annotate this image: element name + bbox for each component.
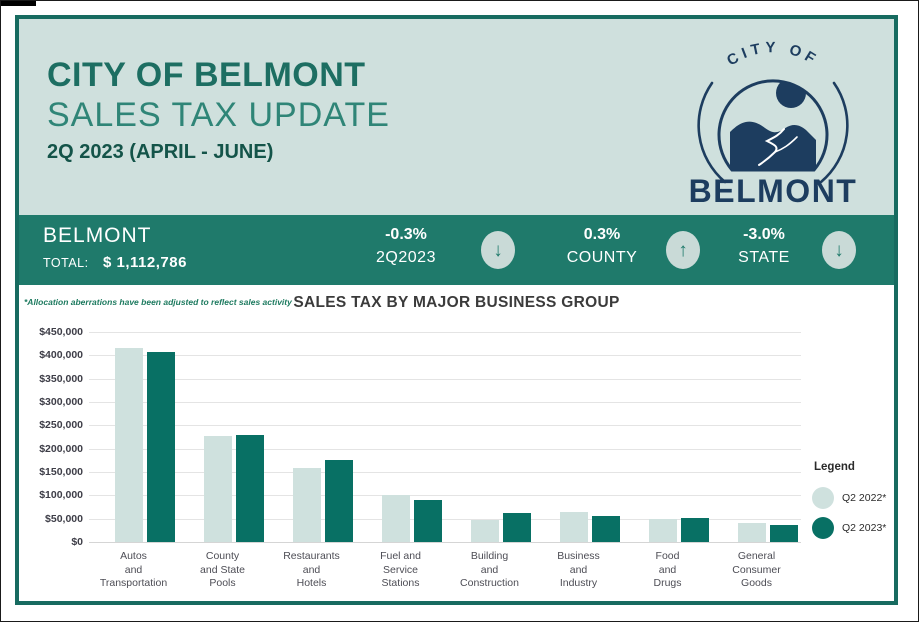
bar-q2-2023 — [681, 517, 709, 542]
gridline — [89, 402, 801, 403]
metric-value: 0.3% — [583, 226, 621, 243]
bar-q2-2022 — [471, 519, 499, 542]
bar-q2-2022 — [204, 435, 232, 542]
gridline — [89, 542, 801, 543]
gridline — [89, 425, 801, 427]
header-titles: CITY OF BELMONT SALES TAX UPDATE 2Q 2023… — [47, 55, 390, 167]
bar-q2-2022 — [738, 523, 766, 542]
bar-q2-2022 — [115, 348, 143, 542]
county-trend-badge: ↑ — [666, 231, 700, 269]
metric-state: -3.0% STATE — [699, 215, 829, 285]
bar-q2-2023 — [503, 513, 531, 542]
legend-item: Q2 2023* — [812, 517, 896, 539]
report-period: 2Q 2023 (APRIL - JUNE) — [47, 141, 274, 163]
bar-q2-2023 — [236, 434, 264, 542]
metric-county: 0.3% COUNTY — [537, 215, 667, 285]
y-axis-label: $150,000 — [39, 466, 83, 478]
x-axis-label: Autos and Transportation — [99, 550, 168, 590]
sales-tax-chart: *Allocation aberrations have been adjust… — [19, 285, 894, 601]
x-axis-label: Fuel and Service Stations — [380, 550, 421, 590]
bar-q2-2022 — [382, 495, 410, 542]
x-axis-label: Building and Construction — [460, 550, 519, 590]
bar-q2-2023 — [592, 516, 620, 542]
city-of-belmont-logo-icon: CITY OF BELMONT — [687, 29, 859, 209]
gridline — [89, 448, 801, 450]
page-subtitle: SALES TAX UPDATE — [47, 96, 390, 134]
bar-q2-2023 — [147, 351, 175, 542]
gridline — [89, 332, 801, 333]
bar-q2-2023 — [770, 525, 798, 542]
chart-title: SALES TAX BY MAJOR BUSINESS GROUP — [293, 294, 620, 311]
gridline — [89, 518, 801, 520]
y-axis-label: $350,000 — [39, 372, 83, 385]
metric-label: STATE — [738, 249, 790, 266]
x-axis-label: Business and Industry — [557, 550, 600, 590]
screenshot-corner-artifact — [1, 1, 36, 6]
metric-value: -0.3% — [385, 226, 427, 243]
state-trend-badge: ↓ — [822, 231, 856, 269]
x-axis-label: County and State Pools — [200, 550, 245, 590]
belmont-trend-badge: ↓ — [481, 231, 515, 269]
bar-q2-2023 — [325, 460, 353, 542]
bar-q2-2022 — [293, 468, 321, 542]
up-arrow-icon: ↑ — [678, 239, 688, 261]
report-card: CITY OF BELMONT SALES TAX UPDATE 2Q 2023… — [15, 15, 898, 605]
x-axis-label: Restaurants and Hotels — [283, 550, 340, 590]
y-axis-label: $50,000 — [45, 512, 83, 525]
metric-value: -3.0% — [743, 226, 785, 243]
legend-swatch-icon — [812, 487, 834, 509]
down-arrow-icon: ↓ — [834, 239, 844, 261]
legend-title: Legend — [814, 461, 855, 473]
legend-label: Q2 2022* — [842, 492, 887, 504]
gridline — [89, 472, 801, 473]
metric-label: 2Q2023 — [376, 249, 436, 266]
svg-text:BELMONT: BELMONT — [689, 173, 858, 207]
legend-swatch-icon — [812, 517, 834, 539]
banner-city-name: BELMONT — [43, 224, 152, 247]
y-axis-label: $300,000 — [39, 396, 83, 408]
x-axis-label: Food and Drugs — [653, 550, 682, 590]
svg-text:CITY OF: CITY OF — [724, 39, 822, 69]
gridline — [89, 378, 801, 380]
y-axis-label: $200,000 — [39, 442, 83, 455]
bar-q2-2022 — [560, 511, 588, 542]
legend-label: Q2 2023* — [842, 522, 887, 534]
total-label: TOTAL: — [43, 256, 89, 270]
down-arrow-icon: ↓ — [493, 239, 503, 261]
page-title: CITY OF BELMONT — [47, 56, 366, 94]
total-value: $ 1,112,786 — [103, 254, 187, 271]
y-axis-label: $100,000 — [39, 489, 83, 502]
y-axis-label: $400,000 — [39, 349, 83, 362]
bar-q2-2023 — [414, 500, 442, 542]
y-axis-label: $250,000 — [39, 419, 83, 432]
summary-banner: BELMONT TOTAL: $ 1,112,786 -0.3% 2Q2023 … — [19, 215, 894, 285]
legend-item: Q2 2022* — [812, 487, 896, 509]
metric-belmont-quarter: -0.3% 2Q2023 — [341, 215, 471, 285]
gridline — [89, 355, 801, 357]
bar-q2-2022 — [649, 518, 677, 542]
y-axis-label: $450,000 — [39, 326, 83, 338]
metric-label: COUNTY — [566, 249, 638, 266]
y-axis-label: $0 — [71, 536, 83, 548]
chart-footnote: *Allocation aberrations have been adjust… — [24, 297, 292, 307]
report-header: CITY OF BELMONT SALES TAX UPDATE 2Q 2023… — [19, 19, 894, 215]
x-axis-label: General Consumer Goods — [732, 550, 781, 590]
gridline — [89, 495, 801, 497]
